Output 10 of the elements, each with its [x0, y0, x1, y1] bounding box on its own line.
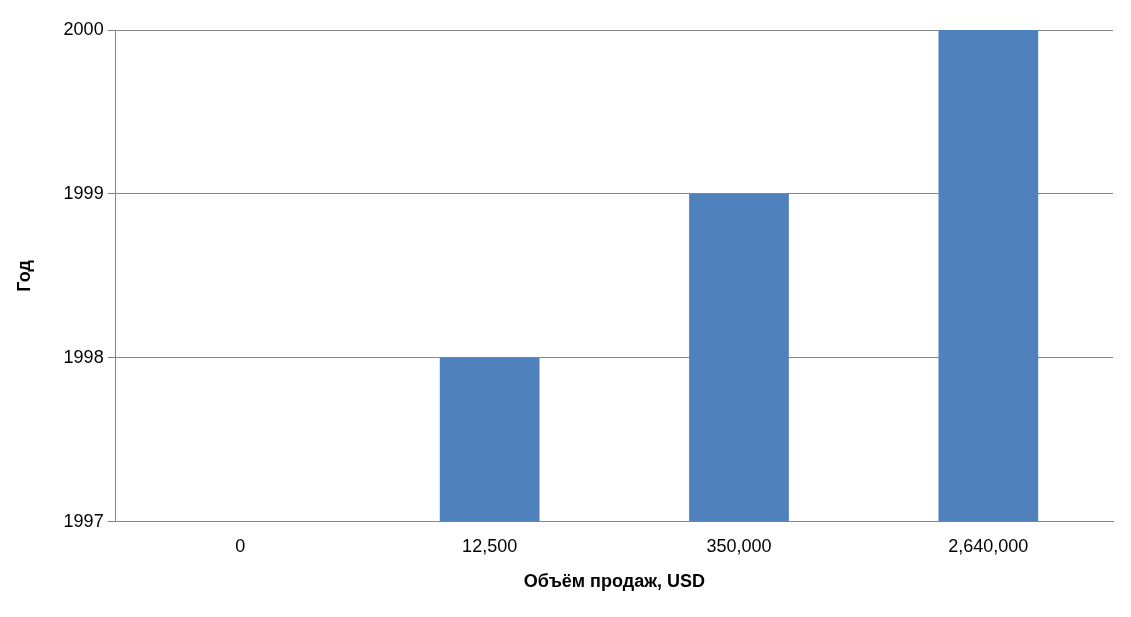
x-tick-label: 12,500 — [462, 535, 518, 556]
x-tick-label: 2,640,000 — [948, 535, 1029, 556]
x-tick-label: 0 — [235, 535, 246, 556]
x-axis-title: Объём продаж, USD — [523, 571, 705, 592]
y-tick-label: 1999 — [63, 182, 104, 203]
y-tick-label: 2000 — [63, 18, 104, 39]
y-tick-label: 1997 — [63, 510, 104, 531]
y-axis-title: Год — [13, 259, 34, 292]
x-tick-label: 350,000 — [706, 535, 772, 556]
y-tick-label: 1998 — [63, 346, 104, 367]
